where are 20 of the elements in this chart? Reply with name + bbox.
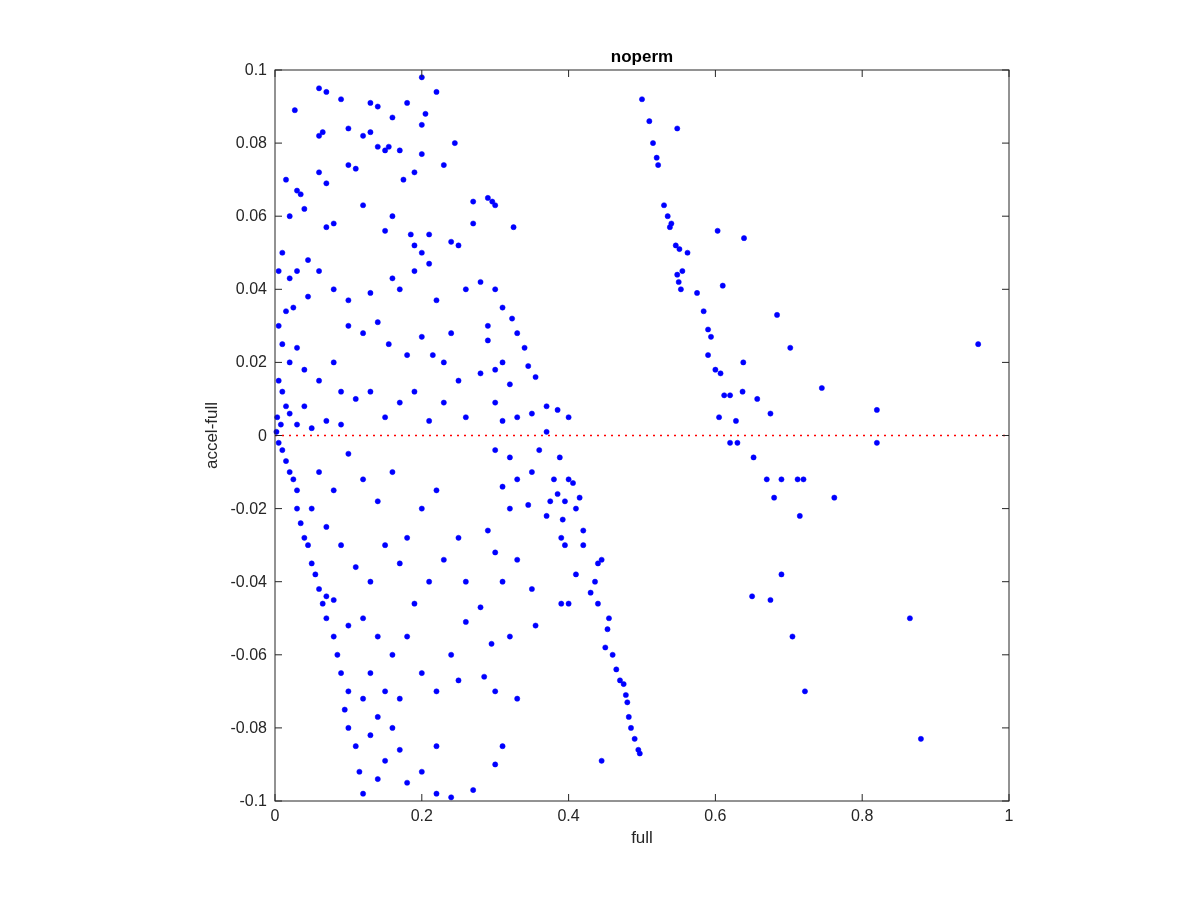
y-tick-label: 0 xyxy=(258,426,268,444)
y-axis-title: accel-full xyxy=(202,401,221,470)
x-tick-label: 0.8 xyxy=(851,807,874,824)
y-tick-label: -0.02 xyxy=(230,499,268,517)
y-tick-label: 0.04 xyxy=(235,280,268,298)
y-tick-label: 0.08 xyxy=(235,134,268,152)
y-tick-label: -0.06 xyxy=(230,645,268,663)
y-tick-label: 0.06 xyxy=(235,207,268,225)
x-tick-label: 0.6 xyxy=(704,807,727,824)
x-axis-title: full xyxy=(631,828,653,847)
y-tick-label: 0.02 xyxy=(235,353,268,371)
y-tick-label: 0.1 xyxy=(244,61,268,78)
x-tick-label: 0.4 xyxy=(557,807,580,824)
x-tick-label: 1 xyxy=(1004,807,1014,824)
y-tick-label: -0.1 xyxy=(239,792,268,809)
y-tick-label: -0.08 xyxy=(230,718,268,736)
x-tick-label: 0 xyxy=(270,807,280,824)
x-tick-label: 0.2 xyxy=(410,807,434,824)
chart-title: noperm xyxy=(610,47,674,66)
y-tick-label: -0.04 xyxy=(230,572,268,590)
